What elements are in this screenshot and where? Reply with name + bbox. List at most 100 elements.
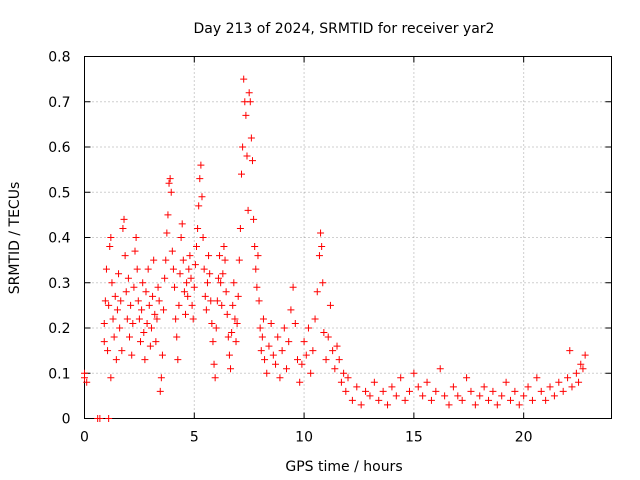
data-point bbox=[212, 324, 220, 332]
data-point bbox=[232, 338, 240, 346]
data-point bbox=[285, 338, 293, 346]
data-point bbox=[147, 324, 155, 332]
data-point bbox=[313, 288, 321, 296]
data-point bbox=[238, 170, 246, 178]
data-point bbox=[243, 152, 251, 160]
data-point bbox=[449, 383, 457, 391]
data-point bbox=[579, 365, 587, 373]
data-point bbox=[183, 279, 191, 287]
data-point bbox=[190, 283, 198, 291]
data-point bbox=[283, 365, 291, 373]
data-point bbox=[258, 333, 266, 341]
data-point bbox=[139, 279, 147, 287]
data-point bbox=[329, 347, 337, 355]
data-point bbox=[133, 265, 141, 273]
data-point bbox=[333, 342, 341, 350]
data-point bbox=[220, 243, 228, 251]
data-point bbox=[309, 347, 317, 355]
data-point bbox=[124, 274, 132, 282]
data-point bbox=[180, 288, 188, 296]
data-point bbox=[146, 342, 154, 350]
data-point bbox=[145, 301, 153, 309]
x-tick-label: 20 bbox=[515, 430, 533, 446]
data-point bbox=[118, 347, 126, 355]
data-point bbox=[206, 270, 214, 278]
data-point bbox=[265, 342, 273, 350]
data-point bbox=[441, 392, 449, 400]
data-point bbox=[405, 387, 413, 395]
data-point bbox=[134, 297, 142, 305]
data-point bbox=[467, 387, 475, 395]
data-point bbox=[96, 415, 104, 422]
data-point bbox=[111, 292, 119, 300]
data-point bbox=[257, 347, 265, 355]
data-point bbox=[550, 392, 558, 400]
data-point bbox=[326, 301, 334, 309]
x-tick-label: 5 bbox=[190, 430, 199, 446]
data-point bbox=[201, 292, 209, 300]
y-tick-label: 0 bbox=[62, 412, 71, 428]
data-point bbox=[205, 252, 213, 260]
data-point bbox=[228, 329, 236, 337]
data-point bbox=[123, 315, 131, 323]
data-point bbox=[149, 292, 157, 300]
data-point bbox=[342, 387, 350, 395]
data-point bbox=[250, 215, 258, 223]
x-tick-label: 0 bbox=[80, 430, 89, 446]
data-point bbox=[520, 392, 528, 400]
data-point bbox=[213, 297, 221, 305]
data-point bbox=[81, 374, 88, 382]
data-point bbox=[298, 360, 306, 368]
data-point bbox=[537, 387, 545, 395]
data-point bbox=[107, 374, 115, 382]
data-point bbox=[173, 333, 181, 341]
data-point bbox=[143, 319, 151, 327]
data-point bbox=[131, 247, 139, 255]
data-point bbox=[102, 265, 110, 273]
data-point bbox=[224, 333, 232, 341]
data-point bbox=[152, 338, 160, 346]
data-point bbox=[261, 356, 269, 364]
data-point bbox=[214, 274, 222, 282]
data-point bbox=[353, 383, 361, 391]
data-point bbox=[366, 392, 374, 400]
plot-frame bbox=[84, 56, 612, 419]
data-point bbox=[127, 301, 135, 309]
data-point bbox=[136, 338, 144, 346]
data-point bbox=[227, 365, 235, 373]
data-point bbox=[564, 374, 572, 382]
data-point bbox=[151, 310, 159, 318]
x-tick-label: 15 bbox=[405, 430, 423, 446]
data-point bbox=[247, 134, 255, 142]
data-point bbox=[263, 369, 271, 377]
data-point bbox=[100, 319, 108, 327]
data-point bbox=[256, 324, 264, 332]
y-tick-label: 0.8 bbox=[48, 50, 70, 66]
data-point bbox=[240, 75, 248, 83]
data-point bbox=[162, 256, 170, 264]
data-point bbox=[128, 351, 136, 359]
data-point bbox=[140, 329, 148, 337]
data-point bbox=[223, 310, 231, 318]
data-point bbox=[244, 206, 252, 214]
data-point bbox=[401, 396, 409, 404]
data-point bbox=[572, 369, 580, 377]
data-point bbox=[101, 297, 109, 305]
data-point bbox=[476, 392, 484, 400]
grid bbox=[84, 56, 612, 419]
data-point bbox=[130, 283, 138, 291]
data-point bbox=[135, 315, 143, 323]
data-point bbox=[208, 319, 216, 327]
data-point bbox=[155, 297, 163, 305]
data-point bbox=[397, 374, 405, 382]
data-point bbox=[370, 378, 378, 386]
y-tick-label: 0.5 bbox=[48, 185, 70, 201]
data-point bbox=[278, 347, 286, 355]
data-point bbox=[362, 387, 370, 395]
data-point bbox=[566, 347, 574, 355]
data-point bbox=[192, 243, 200, 251]
data-point bbox=[207, 297, 215, 305]
data-point bbox=[233, 319, 241, 327]
data-point bbox=[109, 315, 117, 323]
